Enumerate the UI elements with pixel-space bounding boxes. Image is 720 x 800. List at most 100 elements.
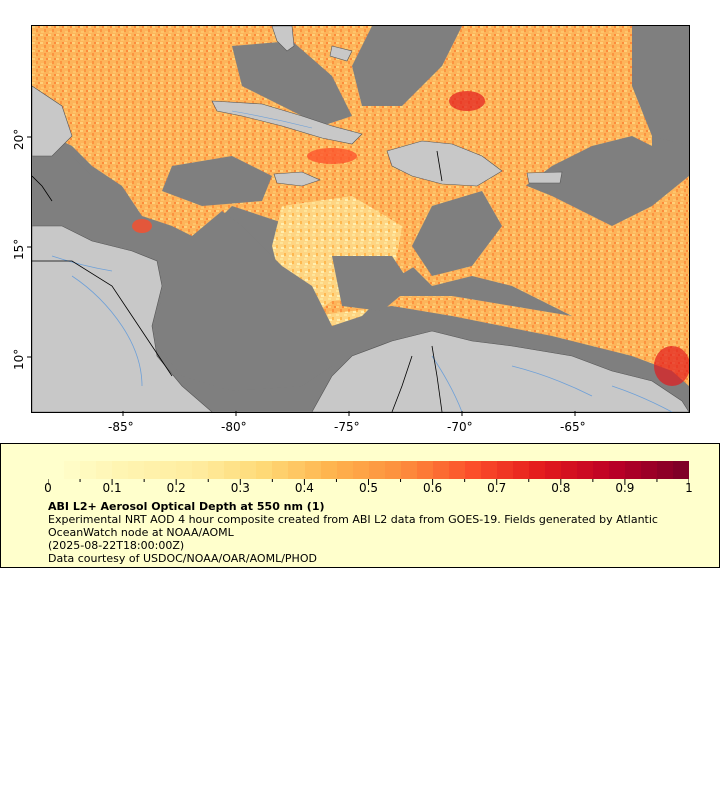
colorbar-segment — [352, 461, 369, 479]
high-aod-patch — [449, 91, 485, 111]
x-tick-label: -70° — [447, 420, 473, 434]
colorbar-segment — [464, 461, 481, 479]
border — [32, 175, 53, 202]
colorbar-tick-label: 0.6 — [423, 481, 443, 495]
nodata-patch — [162, 156, 272, 206]
colorbar-segment — [577, 461, 594, 479]
colorbar-tick-label: 0.2 — [166, 481, 186, 495]
colorbar-segment — [400, 461, 417, 479]
colorbar-tick-label: 1 — [685, 481, 693, 495]
colorbar-segment — [224, 461, 241, 479]
colorbar-segment — [528, 461, 545, 479]
colorbar-segment — [192, 461, 209, 479]
nodata-patch — [632, 26, 689, 146]
river — [71, 275, 143, 387]
land-central-america — [32, 225, 213, 412]
colorbar-segment — [208, 461, 225, 479]
colorbar-tick-label: 0.3 — [230, 481, 250, 495]
colorbar-segment — [96, 461, 113, 479]
land-jamaica — [273, 171, 321, 187]
colorbar-segment — [288, 461, 305, 479]
colorbar-segment — [480, 461, 497, 479]
colorbar-tick-label: 0.7 — [487, 481, 507, 495]
aod-map — [31, 25, 690, 413]
colorbar-segment — [496, 461, 513, 479]
border — [32, 260, 173, 377]
colorbar-segment — [80, 461, 97, 479]
nodata-patch — [412, 191, 502, 276]
land-puerto-rico — [526, 171, 563, 184]
legend-panel: ABI L2+ Aerosol Optical Depth at 550 nm … — [0, 443, 720, 568]
x-tick-label: -65° — [560, 420, 586, 434]
colorbar-segment — [256, 461, 273, 479]
colorbar-segment — [304, 461, 321, 479]
colorbar-segment — [128, 461, 145, 479]
colorbar-segment — [336, 461, 353, 479]
land-florida — [271, 26, 295, 52]
x-tick-label: -80° — [221, 420, 247, 434]
river — [51, 255, 113, 272]
colorbar-segment — [673, 461, 690, 479]
border — [436, 150, 443, 182]
colorbar-segment — [512, 461, 529, 479]
colorbar-ticks — [48, 479, 689, 485]
legend-timestamp: (2025-08-22T18:00:00Z) — [48, 539, 185, 552]
aod-field-north — [32, 26, 689, 286]
x-tick-label: -85° — [108, 420, 134, 434]
colorbar-segment — [160, 461, 177, 479]
colorbar-segment — [384, 461, 401, 479]
y-tick-label: 10° — [12, 348, 26, 370]
x-tick-label: -75° — [334, 420, 360, 434]
colorbar-tick-label: 0.9 — [615, 481, 635, 495]
land-yucatan-north — [32, 85, 73, 157]
colorbar-segment — [320, 461, 337, 479]
colorbar-segment — [609, 461, 626, 479]
colorbar — [48, 461, 690, 479]
legend-title: ABI L2+ Aerosol Optical Depth at 550 nm … — [48, 500, 325, 513]
land-hispaniola — [386, 140, 503, 187]
nodata-patch — [332, 256, 412, 311]
nodata-patch — [32, 146, 92, 216]
colorbar-segment — [432, 461, 449, 479]
colorbar-segment — [448, 461, 465, 479]
legend-description: Experimental NRT AOD 4 hour composite cr… — [48, 513, 658, 539]
colorbar-segment — [544, 461, 561, 479]
nodata-patch — [232, 41, 352, 126]
high-aod-patch — [307, 148, 357, 164]
colorbar-segment — [112, 461, 129, 479]
land-bahamas — [329, 45, 353, 62]
river — [511, 365, 593, 397]
colorbar-segment — [240, 461, 257, 479]
colorbar-segment — [176, 461, 193, 479]
colorbar-tick-label: 0.4 — [294, 481, 314, 495]
border — [391, 355, 413, 412]
colorbar-tick-label: 0 — [44, 481, 52, 495]
colorbar-tick-label: 0.8 — [551, 481, 571, 495]
high-aod-patch — [654, 346, 689, 386]
y-tick-label: 20° — [12, 128, 26, 150]
river — [431, 355, 463, 412]
high-aod-patch — [132, 219, 152, 233]
river — [231, 110, 313, 129]
colorbar-segment — [144, 461, 161, 479]
colorbar-segment — [641, 461, 658, 479]
colorbar-segment — [48, 461, 65, 479]
river — [611, 385, 673, 412]
colorbar-segment — [272, 461, 289, 479]
colorbar-tick-label: 0.5 — [358, 481, 379, 495]
colorbar-segment — [416, 461, 433, 479]
colorbar-segment — [368, 461, 385, 479]
land-south-america — [311, 330, 689, 412]
colorbar-segment — [625, 461, 642, 479]
aod-map-canvas — [32, 26, 689, 412]
axis-ticks — [27, 136, 576, 416]
y-tick-label: 15° — [12, 238, 26, 260]
land-cuba — [211, 100, 363, 145]
nodata-gulf — [157, 211, 332, 391]
border — [431, 345, 443, 412]
nodata-patch — [352, 26, 462, 106]
legend-credit: Data courtesy of USDOC/NOAA/OAR/AOML/PHO… — [48, 552, 317, 565]
colorbar-segment — [593, 461, 610, 479]
colorbar-segment — [64, 461, 81, 479]
colorbar-segment — [561, 461, 578, 479]
